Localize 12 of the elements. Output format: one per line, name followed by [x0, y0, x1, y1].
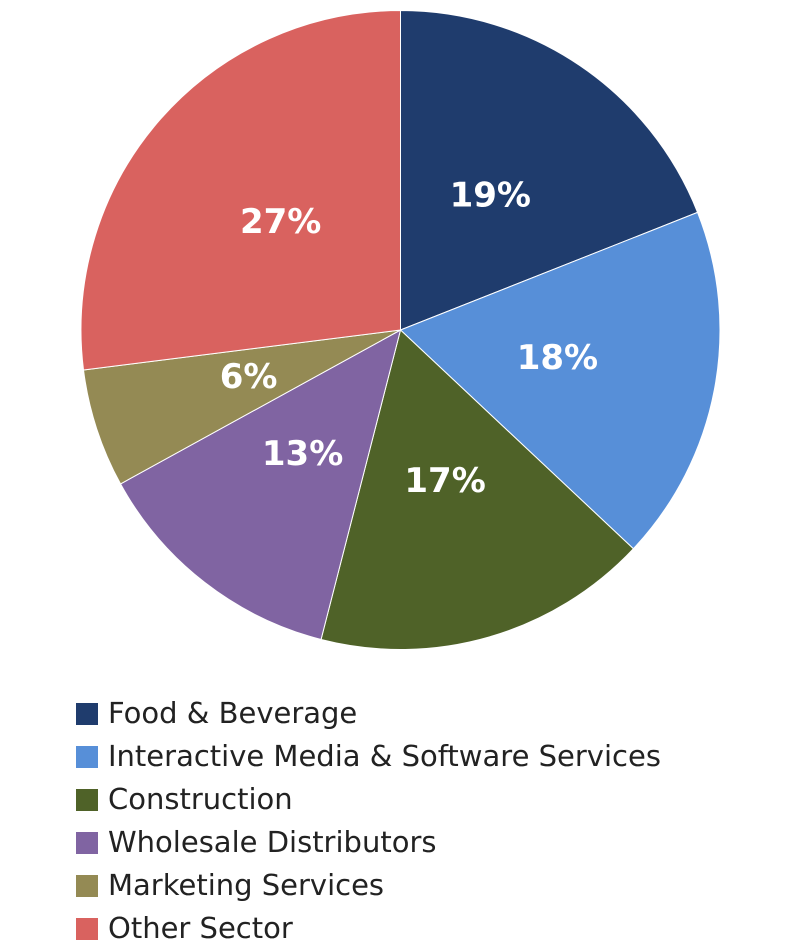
data-label: 13% — [262, 434, 344, 474]
data-label: 19% — [450, 176, 531, 216]
data-label: 6% — [220, 357, 278, 398]
legend-label: Food & Beverage — [108, 695, 358, 732]
legend-label: Wholesale Distributors — [108, 824, 436, 861]
legend-label: Interactive Media & Software Services — [108, 738, 661, 775]
legend-label: Construction — [108, 781, 293, 818]
data-label: 18% — [516, 338, 598, 378]
data-label: 27% — [240, 202, 322, 242]
data-label: 17% — [404, 461, 486, 502]
legend-label: Other Sector — [108, 910, 293, 944]
legend-label: Marketing Services — [108, 867, 384, 904]
